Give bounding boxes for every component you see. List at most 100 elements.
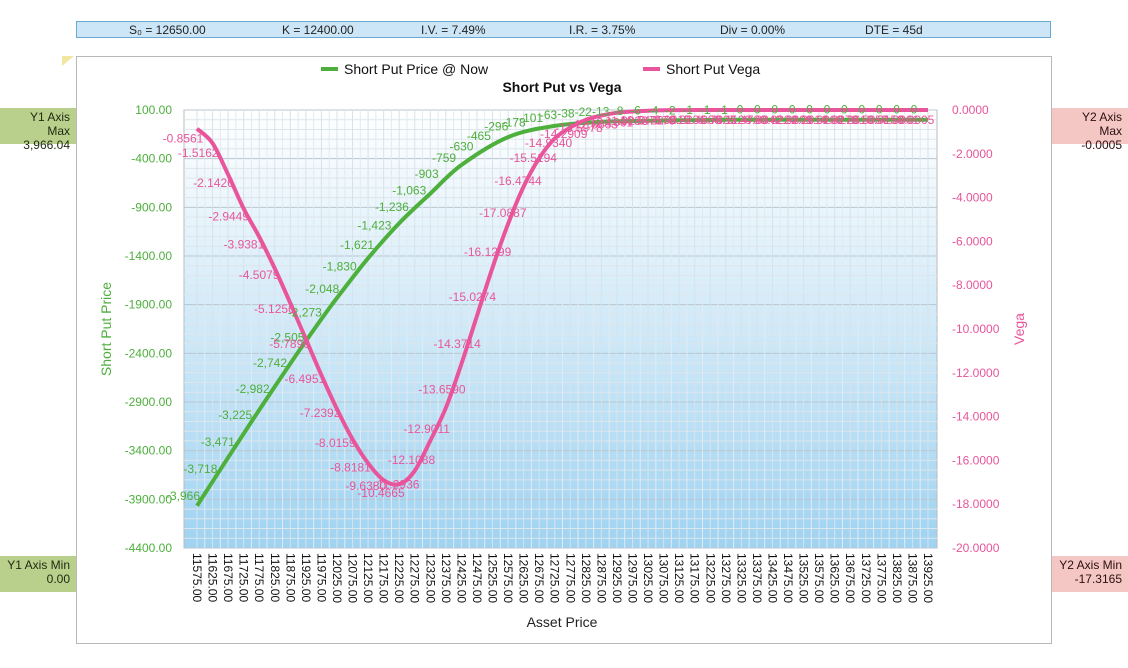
x-tick-label: 11925.00: [299, 553, 313, 602]
price-data-label: -1,830: [323, 260, 357, 274]
y1-tick-label: -1900.00: [125, 298, 173, 312]
vega-data-label: -0.0159: [863, 113, 904, 127]
y1-tick-label: 100.00: [135, 103, 172, 117]
x-tick-label: 12775.00: [563, 553, 577, 603]
price-data-label: 0: [911, 103, 918, 117]
y2-tick-label: -4.0000: [952, 191, 993, 205]
price-data-label: 0: [754, 103, 761, 117]
y1-max-label: Y1 Axis Max: [29, 110, 70, 138]
implied-vol-label: I.V. = 7.49%: [421, 23, 486, 37]
y1-tick-label: -4400.00: [125, 541, 173, 555]
vega-data-label: -13.5978: [555, 121, 603, 135]
price-data-label: -630: [449, 140, 473, 154]
x-tick-label: 12025.00: [330, 553, 344, 603]
price-data-label: -63: [540, 108, 558, 122]
vega-data-label: -14.2909: [540, 127, 588, 141]
price-data-label: -1,236: [375, 200, 409, 214]
legend-label-vega: Short Put Vega: [666, 61, 760, 77]
vega-data-label: -9.6380: [345, 479, 386, 493]
vega-data-label: -16.1299: [464, 245, 512, 259]
price-data-label: 0: [789, 103, 796, 117]
x-tick-label: 11725.00: [237, 553, 251, 602]
vega-data-label: -13.6590: [418, 383, 466, 397]
x-tick-label: 12125.00: [361, 553, 375, 603]
vega-data-label: -17.0887: [479, 206, 527, 220]
x-tick-label: 12625.00: [517, 553, 531, 603]
vega-data-label: -6.7837: [696, 113, 737, 127]
price-data-label: 0: [876, 103, 883, 117]
x-tick-label: 11575.00: [190, 553, 204, 602]
x-tick-label: 12725.00: [548, 553, 562, 603]
x-tick-label: 12425.00: [454, 553, 468, 603]
x-tick-label: 13475.00: [781, 553, 795, 603]
x-tick-label: 11625.00: [206, 553, 220, 602]
price-data-label: 0: [806, 103, 813, 117]
price-data-label: -1: [717, 103, 728, 117]
vega-data-label: -3.9381: [224, 237, 265, 251]
vega-data-label: -11.2936: [373, 478, 420, 492]
x-tick-label: 13525.00: [797, 553, 811, 603]
price-data-label: -13: [592, 104, 610, 118]
price-data-label: -2,048: [305, 282, 339, 296]
price-data-label: -2,982: [236, 382, 270, 396]
y2-min-box[interactable]: Y2 Axis Min -17.3165: [1052, 556, 1128, 592]
x-tick-label: 11775.00: [252, 553, 266, 602]
y1-min-value: 0.00: [46, 572, 70, 586]
x-tick-label: 12575.00: [501, 553, 515, 603]
y2-tick-label: -20.0000: [952, 541, 1000, 555]
x-tick-label: 13325.00: [734, 553, 748, 603]
y2-tick-label: -18.0000: [952, 497, 1000, 511]
vega-data-label: -2.9449: [208, 210, 249, 224]
x-tick-label: 13225.00: [703, 553, 717, 603]
y1-min-box[interactable]: Y1 Axis Min 0.00: [0, 556, 76, 592]
y2-tick-label: 0.0000: [952, 103, 989, 117]
vega-data-label: -2.9309: [772, 113, 813, 127]
price-data-label: -1: [700, 103, 711, 117]
price-data-label: -22: [575, 105, 593, 119]
y2-max-label: Y2 Axis Max: [1081, 110, 1122, 138]
y2-tick-label: -12.0000: [952, 366, 1000, 380]
legend-label-price: Short Put Price @ Now: [344, 61, 489, 77]
vega-data-label: -4.5079: [239, 268, 280, 282]
x-tick-label: 11975.00: [314, 553, 328, 602]
vega-data-label: -0.8561: [163, 132, 204, 146]
y1-tick-label: -400.00: [131, 152, 172, 166]
y1-max-box[interactable]: Y1 Axis Max 3,966.04: [0, 108, 76, 152]
vega-data-label: -12.8663: [571, 117, 619, 131]
legend: Short Put Price @ Now Short Put Vega: [321, 61, 760, 77]
vega-data-label: -12.9011: [403, 422, 450, 436]
price-data-label: -296: [484, 120, 508, 134]
vega-data-label: -7.4888: [680, 113, 721, 127]
y1-tick-labels: 100.00 -400.00 -900.00 -1400.00 -1900.00 -240…: [125, 103, 173, 555]
vega-data-label: -8.9818: [650, 113, 691, 127]
x-tick-label: 11875.00: [283, 553, 297, 602]
y2-axis-title: Vega: [1011, 313, 1027, 345]
y2-tick-labels: 0.0000 -2.0000 -4.0000 -6.0000 -8.0000 -10.00…: [952, 103, 1000, 555]
y1-tick-label: -2400.00: [125, 346, 173, 360]
x-tick-label: 13925.00: [921, 553, 935, 603]
price-data-label: -101: [519, 111, 543, 125]
x-tick-label: 12225.00: [392, 553, 406, 603]
vega-data-label: -1.6208: [802, 113, 843, 127]
price-data-label: -3,471: [201, 435, 235, 449]
price-data-label: -6: [630, 104, 641, 118]
x-tick-label: 12925.00: [610, 553, 624, 603]
y1-tick-label: -900.00: [131, 200, 172, 214]
x-tick-label: 13625.00: [828, 553, 842, 603]
vega-data-label: -14.9340: [525, 136, 573, 150]
x-tick-label: 13575.00: [812, 553, 826, 603]
vega-data-label: -4.8842: [741, 113, 782, 127]
price-data-label: -178: [502, 115, 526, 129]
vega-data-label: -10.4665: [357, 486, 405, 500]
x-tick-labels: 11575.00 11625.00 11675.00 11725.00 11775.00…: [190, 553, 935, 603]
x-axis-title: Asset Price: [527, 614, 598, 630]
y1-axis-title: Short Put Price: [98, 282, 114, 376]
y2-max-box[interactable]: Y2 Axis Max -0.0005: [1052, 108, 1128, 152]
x-tick-label: 12375.00: [439, 553, 453, 603]
series-line-short-put-price: [195, 117, 928, 507]
vega-data-label: -15.0274: [449, 290, 497, 304]
y1-tick-label: -3400.00: [125, 444, 173, 458]
x-tick-label: 13425.00: [765, 553, 779, 603]
vega-data-label: -0.0005: [894, 113, 935, 127]
